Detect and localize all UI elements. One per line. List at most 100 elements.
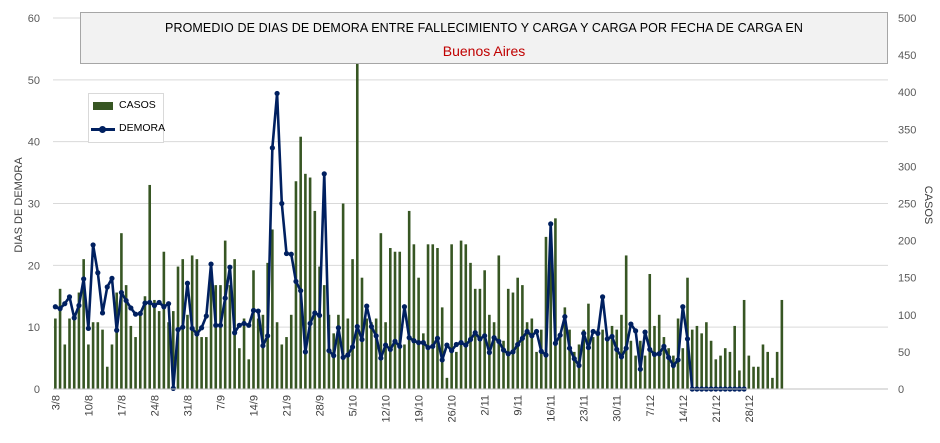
y2-axis-title: CASOS xyxy=(922,186,934,225)
demora-point xyxy=(543,352,549,358)
casos-bar xyxy=(752,366,755,389)
casos-bar xyxy=(690,329,694,389)
legend-label-demora: DEMORA xyxy=(119,122,166,134)
demora-point xyxy=(349,344,356,350)
casos-bar xyxy=(96,322,100,389)
demora-point xyxy=(430,343,436,349)
casos-bar xyxy=(572,351,576,389)
demora-point xyxy=(250,307,257,314)
casos-bar xyxy=(82,259,85,389)
casos-bar xyxy=(101,329,104,389)
demora-point xyxy=(203,313,209,319)
x-tick-label: 16/11 xyxy=(546,395,558,422)
demora-point xyxy=(156,299,162,306)
demora-point xyxy=(444,342,450,348)
casos-bar xyxy=(252,270,255,389)
y-tick-label: 30 xyxy=(28,199,40,211)
casos-bar xyxy=(766,351,770,389)
casos-bar xyxy=(473,288,477,389)
casos-bar xyxy=(280,344,284,389)
casos-bar xyxy=(723,348,727,389)
casos-bar xyxy=(469,262,472,389)
casos-bar xyxy=(634,355,637,389)
casos-bar xyxy=(219,285,222,389)
demora-point xyxy=(604,336,610,342)
demora-point xyxy=(213,322,219,328)
chart-subtitle: Buenos Aires xyxy=(442,43,526,59)
casos-bar xyxy=(417,277,420,389)
demora-point xyxy=(680,304,686,310)
demora-point xyxy=(326,348,332,354)
casos-bar xyxy=(299,136,302,389)
demora-point xyxy=(170,385,176,391)
demora-point xyxy=(288,251,294,257)
casos-bar xyxy=(322,285,326,389)
casos-bar xyxy=(242,318,246,389)
demora-point xyxy=(241,320,247,327)
demora-point xyxy=(482,333,488,339)
y-tick-label: 50 xyxy=(28,75,40,87)
casos-bar xyxy=(525,322,529,389)
demora-point xyxy=(425,344,431,351)
casos-bar xyxy=(63,344,67,389)
demora-point xyxy=(71,315,77,321)
demora-point xyxy=(477,336,483,342)
demora-point xyxy=(623,345,629,351)
casos-bar xyxy=(110,344,114,389)
demora-point xyxy=(151,302,158,309)
casos-bar xyxy=(120,233,123,389)
casos-bar xyxy=(629,340,633,389)
demora-point xyxy=(85,325,91,332)
casos-bar xyxy=(624,255,628,389)
x-tick-label: 17/8 xyxy=(116,395,128,416)
demora-marker-swatch xyxy=(99,126,106,133)
demora-point xyxy=(609,333,615,340)
demora-point xyxy=(585,344,592,351)
x-tick-label: 19/10 xyxy=(414,395,426,423)
casos-bar xyxy=(483,270,486,389)
casos-bar xyxy=(228,285,232,389)
demora-point xyxy=(132,311,139,317)
demora-point xyxy=(99,310,106,316)
casos-bar xyxy=(153,299,156,389)
demora-point xyxy=(382,342,389,348)
x-tick-label: 7/9 xyxy=(215,395,227,410)
y-tick-label: 40 xyxy=(28,137,40,149)
casos-bar xyxy=(464,244,468,389)
y2-tick-label: 150 xyxy=(898,273,916,285)
demora-point xyxy=(52,304,58,310)
casos-bar xyxy=(214,285,218,389)
casos-bar xyxy=(681,348,685,389)
casos-bar xyxy=(374,318,378,389)
demora-point xyxy=(109,275,115,281)
casos-bar xyxy=(714,359,718,389)
demora-point xyxy=(670,362,676,369)
demora-point xyxy=(298,288,304,294)
demora-point xyxy=(661,343,667,349)
demora-point xyxy=(533,328,540,335)
demora-point xyxy=(114,327,120,333)
casos-bar xyxy=(502,340,505,389)
x-tick-label: 5/10 xyxy=(348,395,360,416)
y2-tick-label: 0 xyxy=(898,384,904,396)
demora-point xyxy=(491,335,497,341)
demora-point xyxy=(406,335,412,341)
casos-bar xyxy=(445,377,449,389)
casos-bar xyxy=(436,248,439,389)
x-tick-label: 7/12 xyxy=(645,395,657,416)
legend-item-demora: DEMORA xyxy=(89,121,166,137)
casos-bar xyxy=(601,329,604,389)
demora-point xyxy=(651,351,658,357)
casos-bar xyxy=(582,329,586,389)
casos-bar xyxy=(332,333,335,389)
demora-point xyxy=(472,330,478,336)
x-tick-label: 23/11 xyxy=(579,395,591,422)
casos-bar xyxy=(403,344,406,389)
casos-bar xyxy=(738,370,741,389)
demora-point xyxy=(510,349,516,355)
casos-bar xyxy=(365,318,369,389)
casos-bar xyxy=(733,325,736,389)
demora-point xyxy=(307,320,313,327)
x-tick-label: 21/9 xyxy=(282,395,294,416)
casos-bar xyxy=(440,307,444,389)
